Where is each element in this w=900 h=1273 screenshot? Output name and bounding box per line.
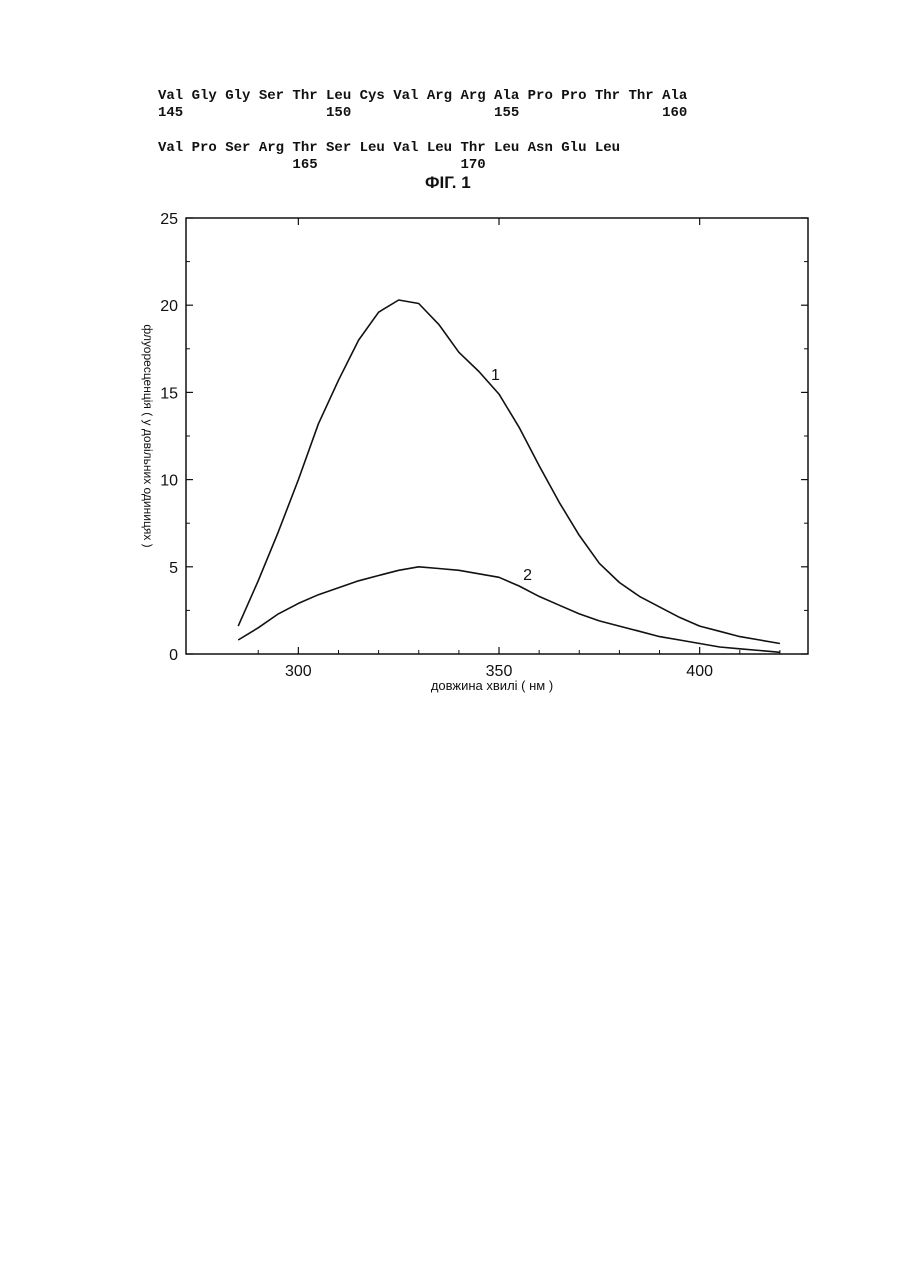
series-1-line <box>238 300 780 644</box>
sequence-numbers-1: 145 150 155 160 <box>158 105 687 122</box>
x-axis-label: довжина хвилі ( нм ) <box>431 678 553 693</box>
y-axis-ticks: 0 5 10 15 20 25 <box>160 211 808 664</box>
x-tick-label: 400 <box>686 663 713 680</box>
fluorescence-chart: 300350400 0510152025 12 довжина хвилі ( … <box>130 205 830 700</box>
y-tick-label: 5 <box>169 560 178 577</box>
sequence-line-1: Val Gly Gly Ser Thr Leu Cys Val Arg Arg … <box>158 88 687 105</box>
y-tick-label: 15 <box>160 385 178 402</box>
series-1-label: 1 <box>491 367 500 384</box>
x-tick-label: 300 <box>285 663 312 680</box>
x-axis-ticks: 300350400 <box>258 218 780 680</box>
y-tick-label: 20 <box>160 298 178 315</box>
series-2-line <box>238 567 780 653</box>
y-tick-label: 0 <box>169 647 178 664</box>
plot-frame <box>186 218 808 654</box>
series-layer: 12 <box>238 300 780 652</box>
y-axis-label: флуоресценція ( у довільних одиницях ) <box>141 324 155 547</box>
series-2-label: 2 <box>523 567 532 584</box>
sequence-line-2: Val Pro Ser Arg Thr Ser Leu Val Leu Thr … <box>158 140 620 157</box>
y-tick-label: 25 <box>160 211 178 228</box>
sequence-numbers-2: 165 170 <box>158 157 486 174</box>
figure-label: ФІГ. 1 <box>425 173 471 193</box>
y-tick-label: 10 <box>160 473 178 490</box>
